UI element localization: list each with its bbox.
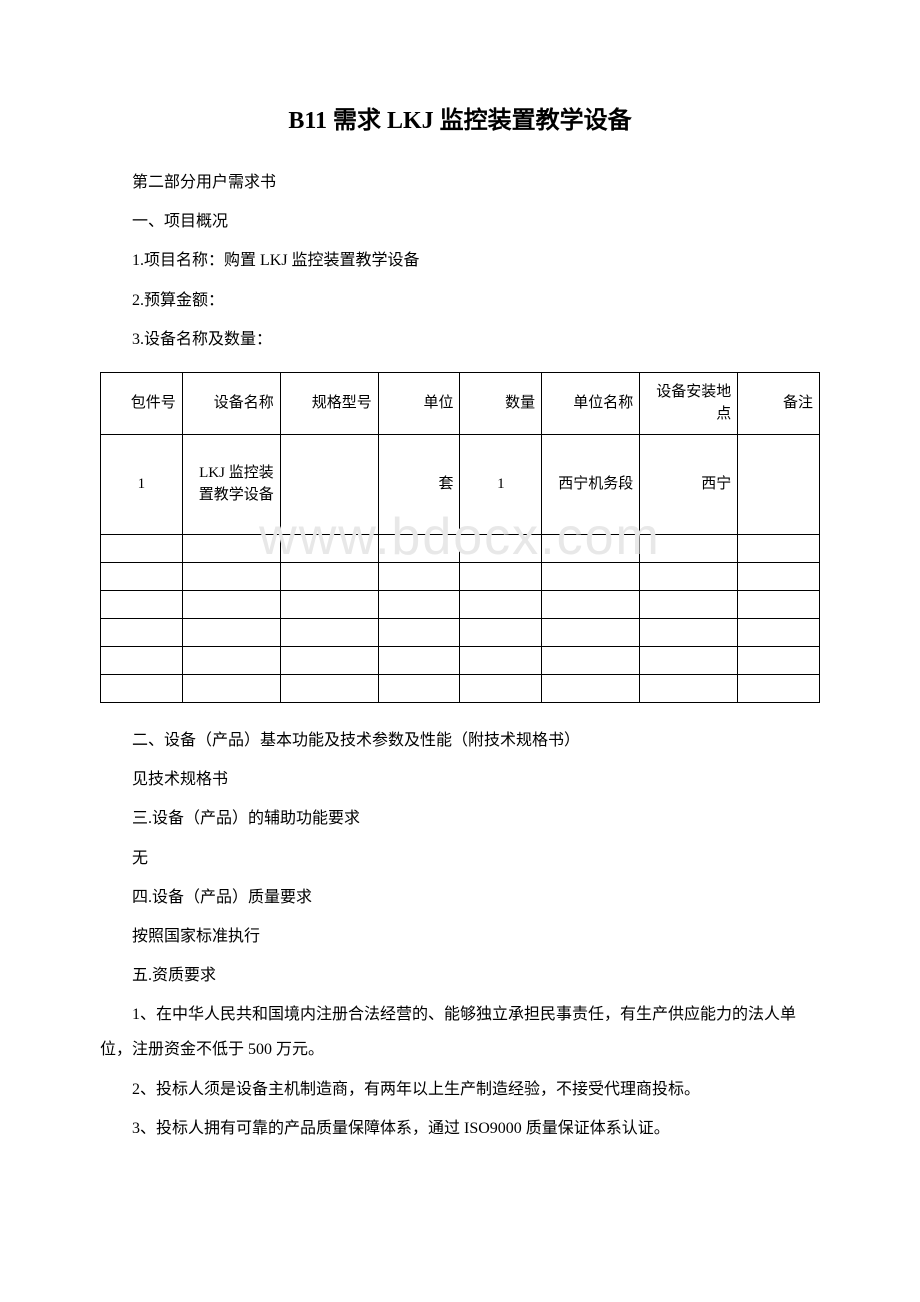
header-quantity: 数量	[460, 372, 542, 434]
header-unit-name: 单位名称	[542, 372, 640, 434]
heading-1: 一、项目概况	[100, 204, 820, 239]
cell-spec-model	[280, 434, 378, 534]
heading-3: 三.设备（产品）的辅助功能要求	[100, 801, 820, 836]
requirement-1: 1、在中华人民共和国境内注册合法经营的、能够独立承担民事责任，有生产供应能力的法…	[100, 997, 820, 1067]
heading-2: 二、设备（产品）基本功能及技术参数及性能（附技术规格书）	[100, 723, 820, 758]
heading-4: 四.设备（产品）质量要求	[100, 880, 820, 915]
table-row	[101, 562, 820, 590]
table-row	[101, 646, 820, 674]
heading-5: 五.资质要求	[100, 958, 820, 993]
equipment-table: 包件号 设备名称 规格型号 单位 数量 单位名称 设备安装地点 备注 1 LKJ…	[100, 372, 820, 703]
cell-unit: 套	[378, 434, 460, 534]
item-1-1: 1.项目名称：购置 LKJ 监控装置教学设备	[100, 243, 820, 278]
header-equipment-name: 设备名称	[182, 372, 280, 434]
table-header-row: 包件号 设备名称 规格型号 单位 数量 单位名称 设备安装地点 备注	[101, 372, 820, 434]
requirement-2: 2、投标人须是设备主机制造商，有两年以上生产制造经验，不接受代理商投标。	[100, 1072, 820, 1107]
text-4: 按照国家标准执行	[100, 919, 820, 954]
document-title: B11 需求 LKJ 监控装置教学设备	[100, 100, 820, 135]
header-package-no: 包件号	[101, 372, 183, 434]
cell-install-location: 西宁	[640, 434, 738, 534]
equipment-table-wrapper: 包件号 设备名称 规格型号 单位 数量 单位名称 设备安装地点 备注 1 LKJ…	[100, 372, 820, 703]
table-row	[101, 674, 820, 702]
table-row	[101, 534, 820, 562]
table-row	[101, 590, 820, 618]
header-spec-model: 规格型号	[280, 372, 378, 434]
table-row	[101, 618, 820, 646]
requirement-3: 3、投标人拥有可靠的产品质量保障体系，通过 ISO9000 质量保证体系认证。	[100, 1111, 820, 1146]
header-remarks: 备注	[738, 372, 820, 434]
cell-quantity: 1	[460, 434, 542, 534]
section-header: 第二部分用户需求书	[100, 165, 820, 200]
table-row: 1 LKJ 监控装置教学设备 套 1 西宁机务段 西宁	[101, 434, 820, 534]
header-unit: 单位	[378, 372, 460, 434]
text-2: 见技术规格书	[100, 762, 820, 797]
cell-equipment-name: LKJ 监控装置教学设备	[182, 434, 280, 534]
item-1-2: 2.预算金额：	[100, 283, 820, 318]
text-3: 无	[100, 841, 820, 876]
cell-remarks	[738, 434, 820, 534]
header-install-location: 设备安装地点	[640, 372, 738, 434]
cell-unit-name: 西宁机务段	[542, 434, 640, 534]
item-1-3: 3.设备名称及数量：	[100, 322, 820, 357]
cell-package-no: 1	[101, 434, 183, 534]
